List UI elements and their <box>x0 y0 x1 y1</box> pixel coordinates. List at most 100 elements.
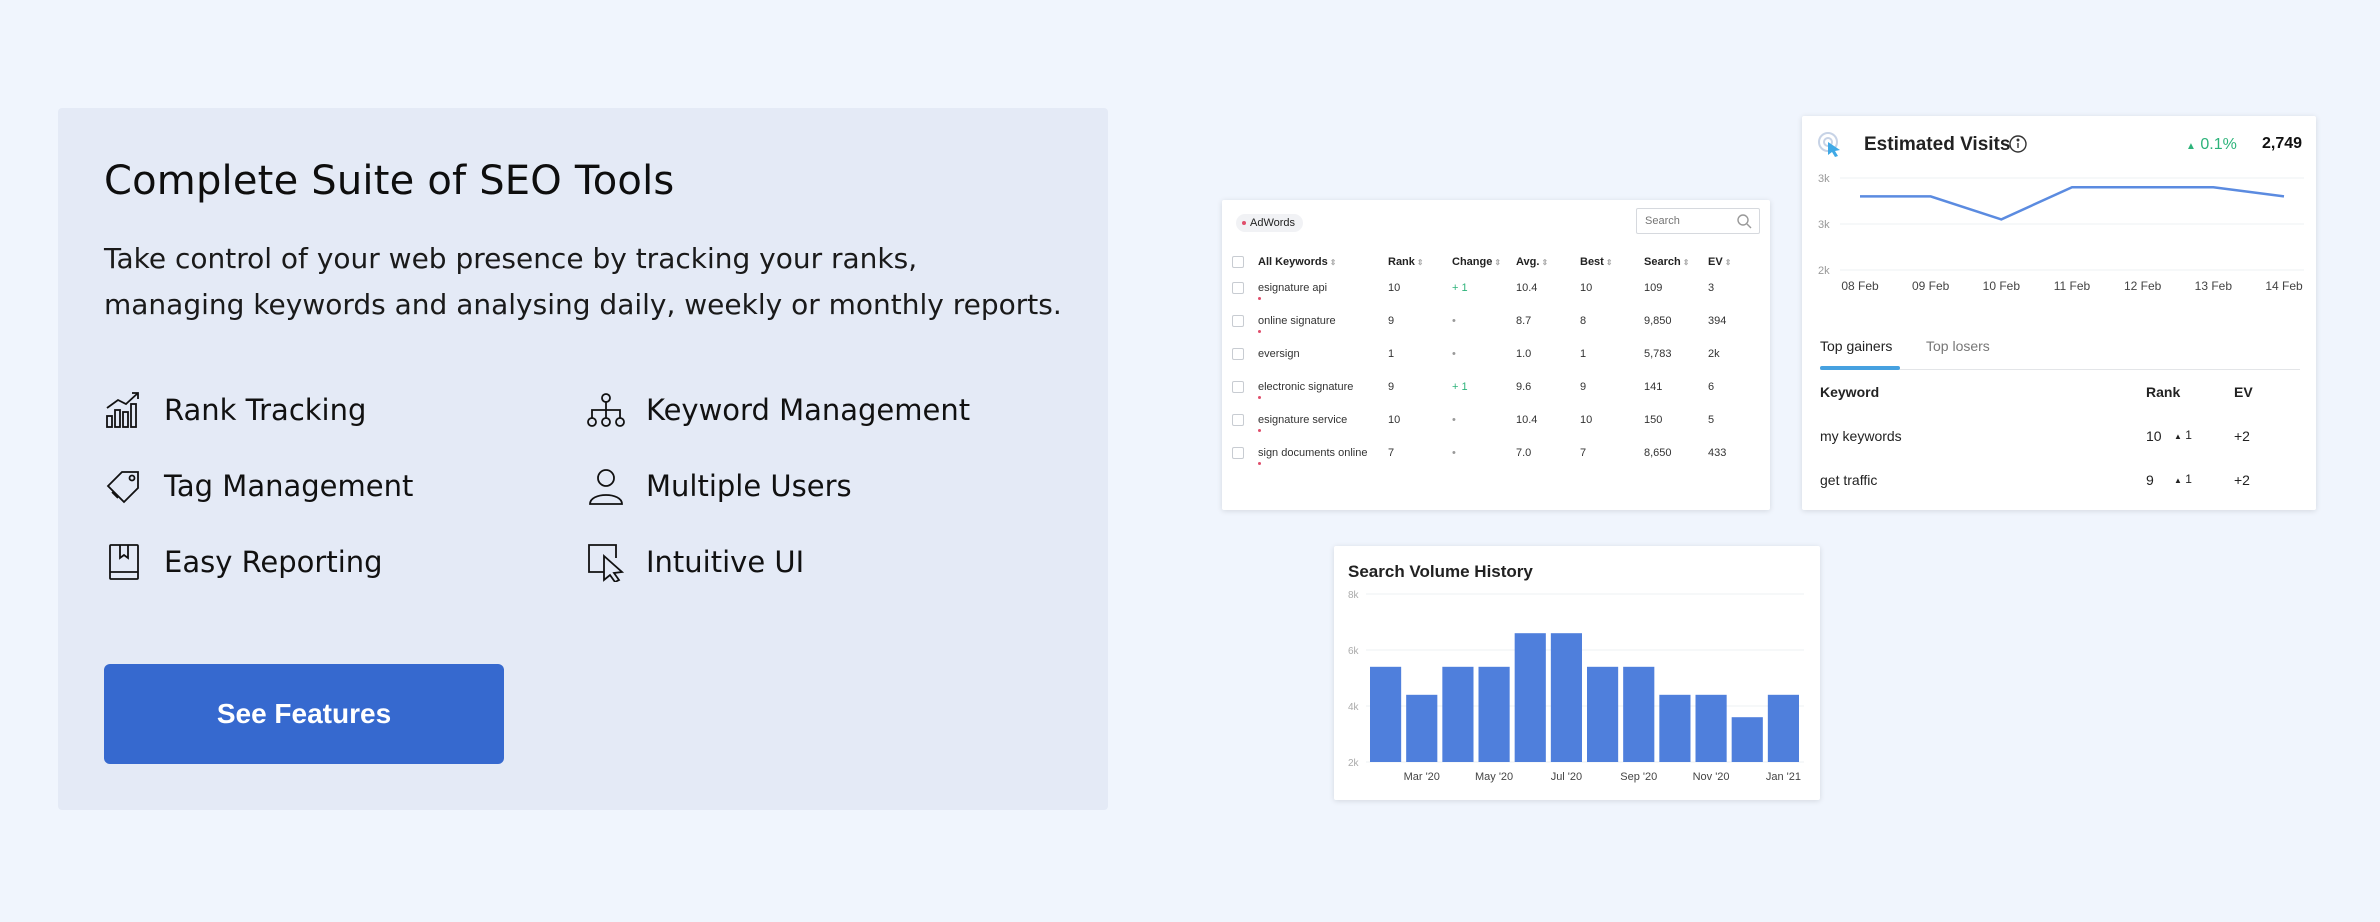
book-icon <box>109 544 139 580</box>
volume-title: Search Volume History <box>1348 562 1533 581</box>
volume-bar <box>1442 666 1474 762</box>
keywords-table-card: AdWords All Keywords⇕ Rank⇕ Change⇕ Avg.… <box>1222 200 1770 510</box>
search-cell: 109 <box>1644 282 1663 294</box>
rank-cell: 9 <box>2146 472 2154 488</box>
volume-bar <box>1695 694 1727 762</box>
rank-cell: 9 <box>1388 381 1395 393</box>
feature-multiple-users: Multiple Users <box>586 466 852 506</box>
x-tick-label: 14 Feb <box>2265 279 2303 292</box>
feature-tag-management: Tag Management <box>104 466 413 506</box>
y-tick-label: 6k <box>1348 646 1360 657</box>
info-icon[interactable] <box>2008 134 2028 154</box>
column-header-rank[interactable]: Rank ⇕ <box>1388 256 1424 268</box>
row-checkbox[interactable] <box>1232 348 1244 361</box>
feature-label: Rank Tracking <box>164 393 367 427</box>
page-description: Take control of your web presence by tra… <box>104 242 1062 321</box>
search-icon[interactable] <box>1736 213 1752 229</box>
best-cell: 9 <box>1580 381 1587 393</box>
table-row[interactable]: esignature api 10 + 1 10.4 10 109 3 <box>1232 274 1762 307</box>
table-row[interactable]: electronic signature 9 + 1 9.6 9 141 6 <box>1232 373 1762 406</box>
keyword-cell: sign documents online <box>1258 439 1388 472</box>
see-features-button[interactable]: See Features <box>104 664 504 764</box>
column-header-search[interactable]: Search ⇕ <box>1644 256 1690 268</box>
keyword-cell: esignature api <box>1258 274 1388 307</box>
rank-change-cell: ▲ 1 <box>2174 428 2192 442</box>
ev-cell: 5 <box>1708 414 1715 426</box>
rank-cell: 10 <box>1388 282 1401 294</box>
row-checkbox[interactable] <box>1232 315 1244 328</box>
user-icon <box>589 469 623 505</box>
change-cell: + 1 <box>1452 282 1468 294</box>
visits-line-chart: 3k 3k 2k 08 Feb 09 Feb 10 Feb 11 Feb 12 Feb 13 F… <box>1818 173 2304 292</box>
ev-cell: 433 <box>1708 447 1727 459</box>
column-header-ev[interactable]: EV ⇕ <box>1708 256 1732 268</box>
row-checkbox[interactable] <box>1232 381 1244 394</box>
tab-top-losers[interactable]: Top losers <box>1926 338 1990 354</box>
ev-cell: 3 <box>1708 282 1715 294</box>
page-title: Complete Suite of SEO Tools <box>104 158 675 204</box>
table-row[interactable]: sign documents online 7 • 7.0 7 8,650 433 <box>1232 439 1762 472</box>
select-all-checkbox[interactable] <box>1232 256 1244 269</box>
avg-cell: 7.0 <box>1516 447 1532 459</box>
change-cell: + 1 <box>1452 381 1468 393</box>
table-row[interactable]: esignature service 10 • 10.4 10 150 5 <box>1232 406 1762 439</box>
volume-bar <box>1550 633 1582 762</box>
column-header-best[interactable]: Best ⇕ <box>1580 256 1613 268</box>
visits-change: ▲ 0.1% <box>2186 136 2237 153</box>
feature-easy-reporting: Easy Reporting <box>104 542 383 582</box>
tag-dot <box>1258 297 1261 300</box>
visits-series-line <box>1860 185 2285 221</box>
search-cell: 150 <box>1644 414 1663 426</box>
column-header-ev: EV <box>2234 384 2253 400</box>
column-header-keyword[interactable]: All Keywords ⇕ <box>1258 256 1337 268</box>
hierarchy-icon <box>587 393 625 427</box>
keyword-cell: eversign <box>1258 348 1300 360</box>
keyword-cell: get traffic <box>1820 472 1878 488</box>
volume-bar <box>1514 633 1546 762</box>
tag-dot <box>1258 396 1261 399</box>
avg-cell: 10.4 <box>1516 282 1538 294</box>
best-cell: 1 <box>1580 348 1587 360</box>
cursor-icon <box>588 544 625 582</box>
rank-cell: 10 <box>1388 414 1401 426</box>
x-tick-label: 12 Feb <box>2124 279 2162 292</box>
search-cell: 9,850 <box>1644 315 1672 327</box>
tag-dot <box>1258 462 1261 465</box>
table-row[interactable]: online signature 9 • 8.7 8 9,850 394 <box>1232 307 1762 340</box>
volume-bar-chart: 8k 6k 4k 2k Mar '20 May '20 Jul '20 Sep '20 Nov … <box>1348 590 1804 783</box>
x-tick-label: 13 Feb <box>2195 279 2233 292</box>
keyword-cell: electronic signature <box>1258 373 1388 406</box>
tab-top-gainers[interactable]: Top gainers <box>1820 338 1893 354</box>
rank-cell: 1 <box>1388 348 1395 360</box>
row-checkbox[interactable] <box>1232 282 1244 295</box>
best-cell: 10 <box>1580 414 1593 426</box>
column-header-rank: Rank <box>2146 384 2181 400</box>
best-cell: 7 <box>1580 447 1587 459</box>
x-tick-label: 11 Feb <box>2054 279 2091 292</box>
column-header-change[interactable]: Change ⇕ <box>1452 256 1502 268</box>
keyword-cell: esignature service <box>1258 406 1388 439</box>
x-tick-label: May '20 <box>1475 771 1513 783</box>
estimated-visits-card: Estimated Visits ▲ 0.1% 2,749 3k 3k 2k 08 F… <box>1802 116 2316 510</box>
tag-dot <box>1258 429 1261 432</box>
search-cell: 141 <box>1644 381 1663 393</box>
y-tick-label: 2k <box>1818 265 1830 277</box>
adwords-tag[interactable]: AdWords <box>1236 214 1304 232</box>
keyword-search-input[interactable] <box>1636 208 1760 234</box>
x-tick-label: Sep '20 <box>1620 771 1657 783</box>
change-cell: • <box>1452 414 1456 426</box>
x-tick-label: Jan '21 <box>1766 771 1801 783</box>
feature-intuitive-ui: Intuitive UI <box>586 542 804 582</box>
feature-rank-tracking: Rank Tracking <box>104 390 366 430</box>
row-checkbox[interactable] <box>1232 414 1244 427</box>
keyword-cell: my keywords <box>1820 428 1902 444</box>
column-header-avg[interactable]: Avg. ⇕ <box>1516 256 1549 268</box>
change-cell: • <box>1452 447 1456 459</box>
y-tick-label: 8k <box>1348 590 1360 601</box>
x-tick-label: 09 Feb <box>1912 279 1950 292</box>
visits-total: 2,749 <box>2262 135 2303 152</box>
row-checkbox[interactable] <box>1232 447 1244 460</box>
tag-icon <box>106 471 139 504</box>
table-row[interactable]: eversign 1 • 1.0 1 5,783 2k <box>1232 340 1762 373</box>
cursor-click-icon <box>1818 132 1840 157</box>
